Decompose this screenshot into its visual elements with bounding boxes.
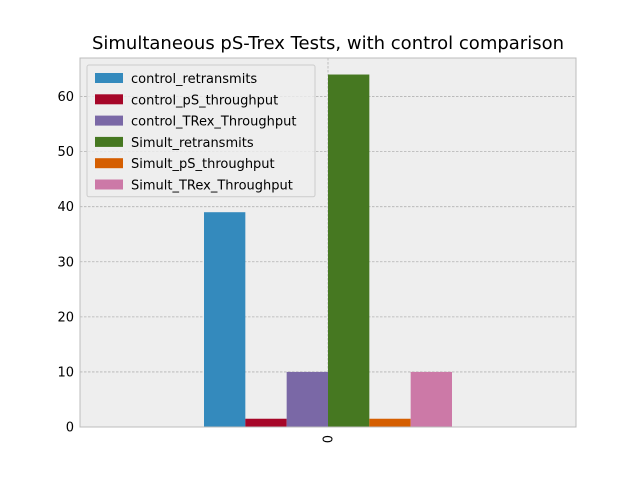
legend-frame (86, 64, 316, 198)
legend-label: control_TRex_Throughput (131, 115, 296, 130)
legend-swatch (95, 115, 123, 126)
legend-label: Simult_retransmits (131, 136, 254, 151)
x-tick-label: 0 (322, 435, 337, 443)
legend-swatch (95, 136, 123, 147)
bar-control_retransmits (204, 212, 246, 427)
y-axis-ticks: 0 10 20 30 40 50 60 (57, 90, 74, 435)
bar-control_pS_throughput (245, 418, 287, 427)
y-tick-label: 60 (57, 90, 74, 105)
y-tick-label: 30 (57, 255, 74, 270)
bars-group (204, 74, 452, 427)
chart-title: Simultaneous pS-Trex Tests, with control… (92, 33, 564, 54)
y-tick-label: 50 (57, 145, 74, 160)
bar-control_TRex_Throughput (286, 371, 328, 427)
bar-Simult_TRex_Throughput (410, 371, 452, 427)
y-tick-label: 0 (66, 421, 74, 436)
legend-swatch (95, 73, 123, 83)
legend-swatch (95, 179, 123, 190)
legend: control_retransmits control_pS_throughput… (86, 64, 316, 198)
bar-Simult_retransmits (328, 74, 370, 427)
y-tick-label: 40 (57, 200, 74, 215)
legend-swatch (95, 158, 123, 169)
legend-label: control_pS_throughput (131, 93, 278, 108)
x-axis-ticks: 0 (322, 435, 337, 443)
legend-label: Simult_TRex_Throughput (131, 179, 293, 194)
legend-swatch (95, 94, 123, 105)
bar-Simult_pS_throughput (369, 418, 411, 427)
plot-frame (79, 57, 577, 428)
y-tick-label: 10 (57, 365, 74, 380)
legend-label: Simult_pS_throughput (131, 157, 275, 172)
y-tick-label: 20 (57, 310, 74, 325)
legend-label: control_retransmits (131, 72, 257, 87)
